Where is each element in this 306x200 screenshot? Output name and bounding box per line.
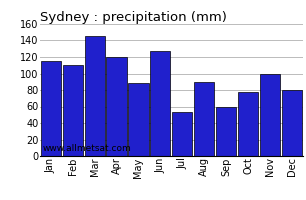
Bar: [150, 51, 170, 156]
Bar: [84, 36, 105, 156]
Text: Sydney : precipitation (mm): Sydney : precipitation (mm): [40, 11, 227, 24]
Bar: [63, 65, 83, 156]
Bar: [172, 112, 192, 156]
Bar: [282, 90, 302, 156]
Text: www.allmetsat.com: www.allmetsat.com: [43, 144, 131, 153]
Bar: [41, 61, 61, 156]
Bar: [194, 82, 214, 156]
Bar: [216, 106, 236, 156]
Bar: [238, 92, 258, 156]
Bar: [106, 57, 127, 156]
Bar: [260, 73, 280, 156]
Bar: [129, 83, 148, 156]
